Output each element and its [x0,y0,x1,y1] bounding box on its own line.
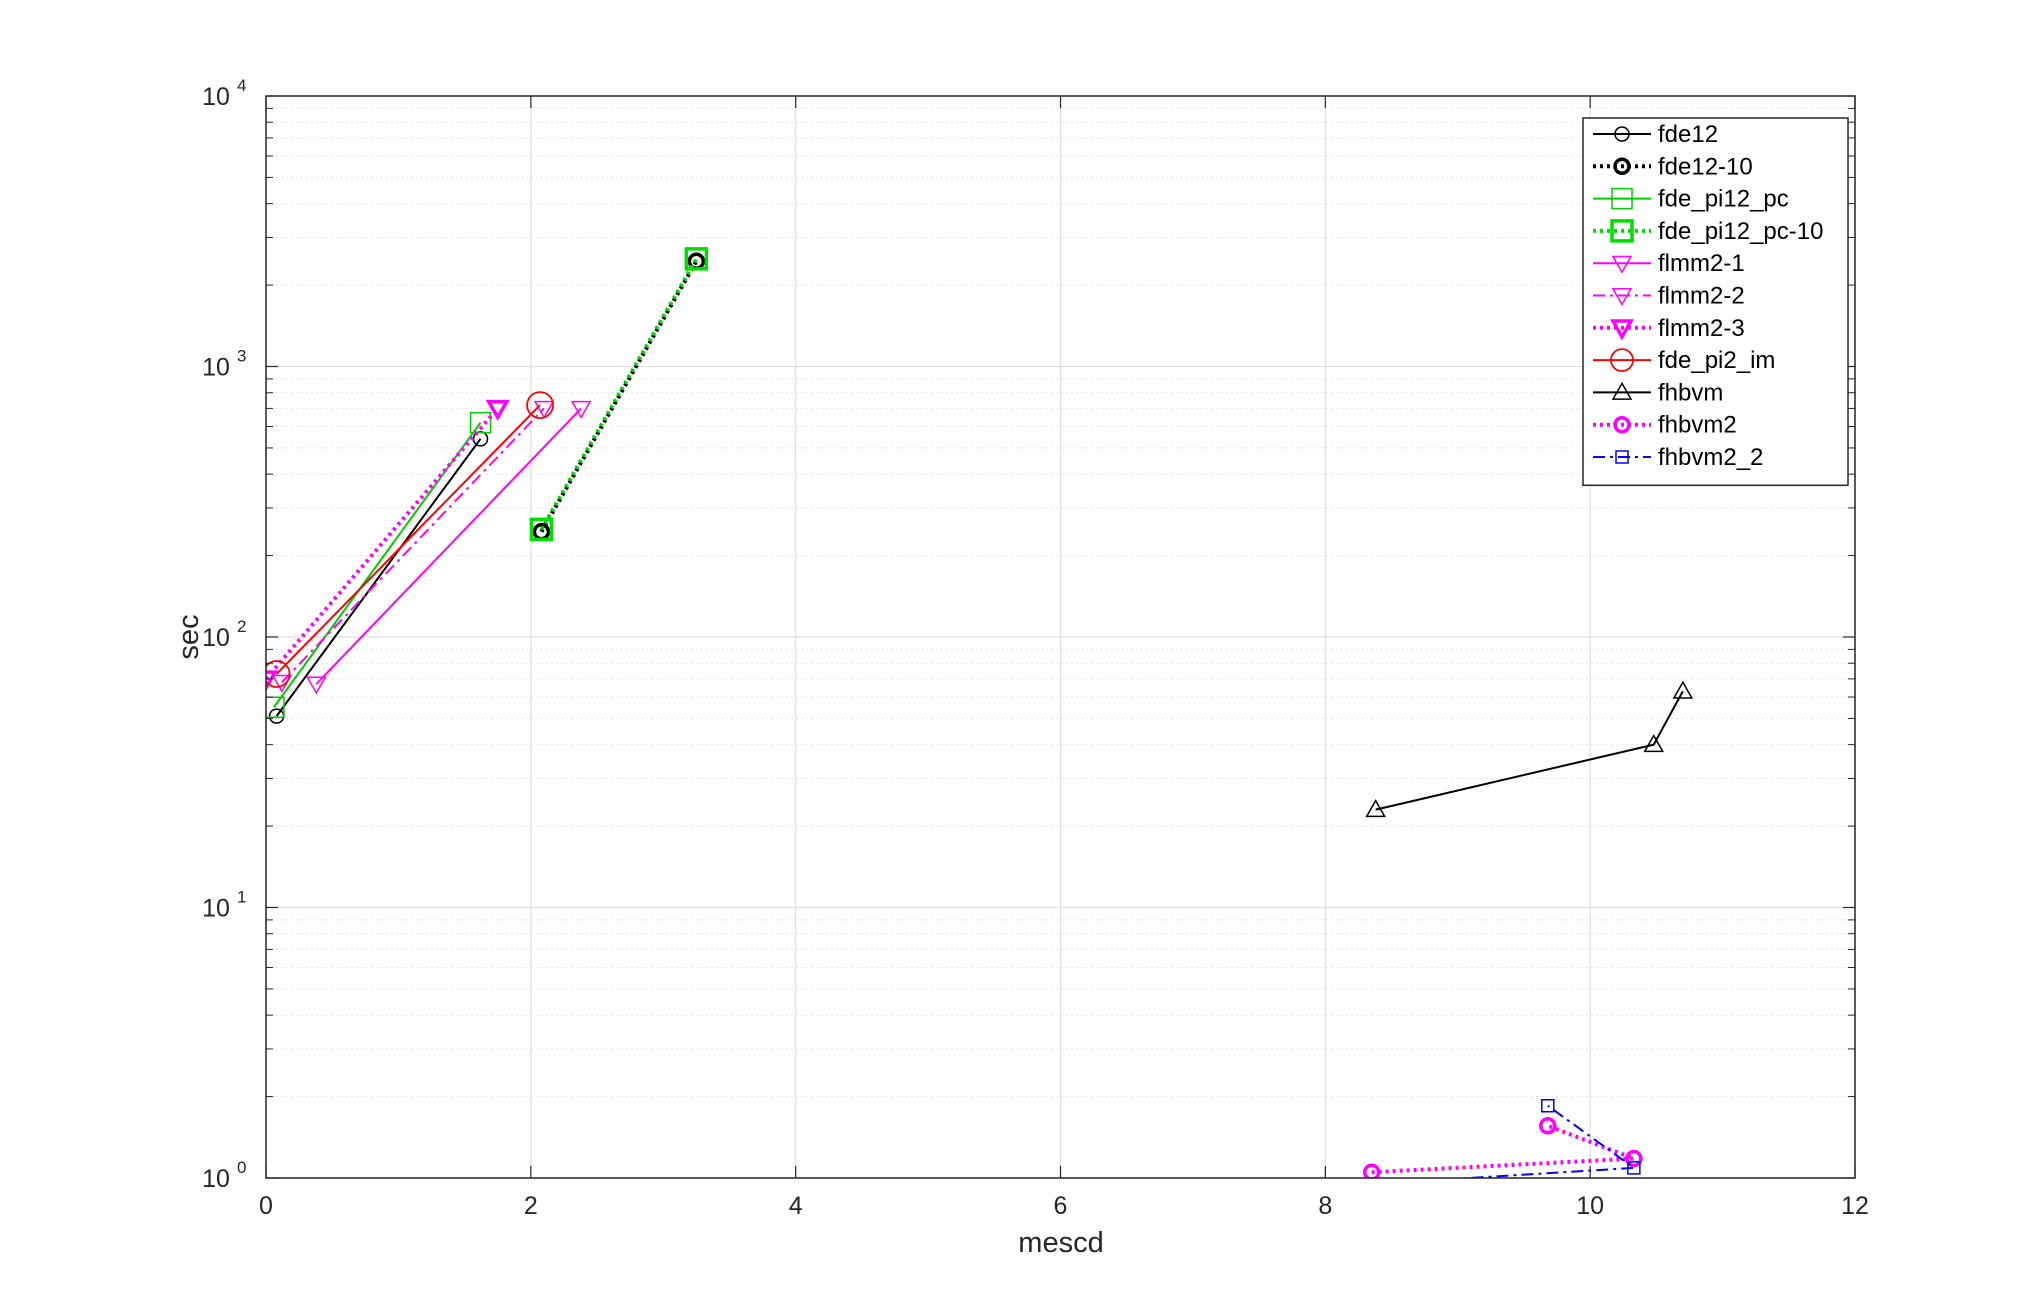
legend-label: fhbvm [1658,379,1723,406]
legend-entry: flmm2-1 [1593,250,1745,277]
legend-label: flmm2-2 [1658,283,1745,310]
data-point [1611,255,1633,274]
x-axis-label: mescd [1018,1227,1103,1259]
x-tick-labels: 0 2 4 6 8 10 12 [259,1192,1869,1220]
legend-label: fde_pi12_pc [1658,186,1789,213]
legend-entry: flmm2-3 [1593,315,1745,342]
y-tick-exponent: 1 [237,888,246,907]
y-tick-label: 10 [202,1165,230,1193]
data-point [266,660,291,688]
data-point [266,670,279,692]
data-point [1610,348,1634,373]
data-point [1613,157,1631,176]
series-line [275,438,482,717]
legend-label: fhbvm2 [1658,412,1737,439]
series-line [266,407,500,681]
series-line [1371,1123,1636,1175]
legend-entry: flmm2-2 [1593,283,1745,310]
y-tick-label: 10 [202,624,230,652]
legend-label: fde12 [1658,121,1718,148]
data-point [485,399,510,421]
data-point [526,391,555,419]
x-tick-label: 6 [1054,1192,1068,1220]
y-tick-label: 10 [202,83,230,111]
y-axis-label: sec [173,614,205,659]
data-point [684,247,709,271]
legend-label: fde_pi2_im [1658,347,1775,374]
legend-entry: fhbvm [1593,379,1723,406]
series-fhbvm [1365,680,1694,818]
series-fhbvm2 [1362,1117,1643,1178]
y-tick-exponent: 0 [237,1158,246,1177]
data-point [1364,1177,1379,1178]
data-point [1362,1163,1381,1178]
data-point [1541,1098,1555,1113]
data-point [1615,450,1629,464]
data-point [1611,288,1633,307]
data-point [1672,680,1694,699]
legend-label: flmm2-3 [1658,315,1745,342]
x-tick-label: 12 [1841,1192,1869,1220]
data-point [1625,1149,1643,1168]
data-point [1365,799,1386,818]
x-tick-label: 4 [789,1192,803,1220]
series-fde_pi12_pc-10 [529,247,709,542]
series-line [1453,1104,1635,1178]
legend-label: flmm2-1 [1658,250,1745,277]
data-point [266,696,285,718]
legend-entry: fde_pi12_pc-10 [1593,218,1823,245]
x-tick-label: 2 [524,1192,538,1220]
legend-entry: fde12-10 [1593,153,1753,180]
series-line [315,407,582,685]
series-fhbvm2_2 [1364,1098,1641,1178]
series-layer [266,247,1694,1178]
legend-box [1582,117,1849,487]
x-tick-label: 8 [1318,1192,1332,1220]
legend-entry: fde_pi12_pc [1593,186,1789,213]
data-point [1539,1117,1557,1135]
y-tick-label: 10 [202,895,230,923]
series-flmm2-3 [266,399,510,692]
y-tick-exponent: 4 [237,76,246,95]
data-point [529,517,554,542]
data-point [1614,126,1630,142]
data-point [1610,219,1634,243]
series-line [539,257,699,531]
legend-entry: fde12 [1593,121,1718,148]
data-point [1627,1161,1641,1175]
data-point [1611,187,1633,210]
y-tick-exponent: 3 [237,347,246,366]
series-line [275,404,541,675]
legend-label: fde12-10 [1658,153,1753,180]
data-point [1609,319,1635,341]
data-point [306,676,327,695]
series-flmm2-1 [306,400,592,695]
series-line [1375,690,1684,811]
x-tick-label: 10 [1576,1192,1604,1220]
data-point [1643,734,1665,753]
series-fde_pi2_im [266,391,555,688]
tick-marks [265,95,1856,1179]
x-tick-label: 0 [259,1192,273,1220]
data-point [533,400,555,419]
legend-entry: fhbvm2 [1593,412,1737,439]
legend-label: fhbvm2_2 [1658,444,1763,471]
data-point [1613,415,1631,434]
y-tick-label: 10 [202,354,230,382]
data-point [1611,381,1633,400]
legend-entry: fhbvm2_2 [1593,444,1763,471]
legend-entry: fde_pi2_im [1593,347,1775,374]
data-point [469,411,492,434]
legend-label: fde_pi12_pc-10 [1658,218,1823,245]
data-point [570,400,592,419]
legend: fde12 fde12-10 fde_pi12_pc fde_pi12_pc-10fl… [1582,117,1849,487]
y-tick-exponent: 2 [237,617,246,636]
y-tick-labels: 10 0 10 1 10 2 10 3 10 4 [202,76,246,1193]
